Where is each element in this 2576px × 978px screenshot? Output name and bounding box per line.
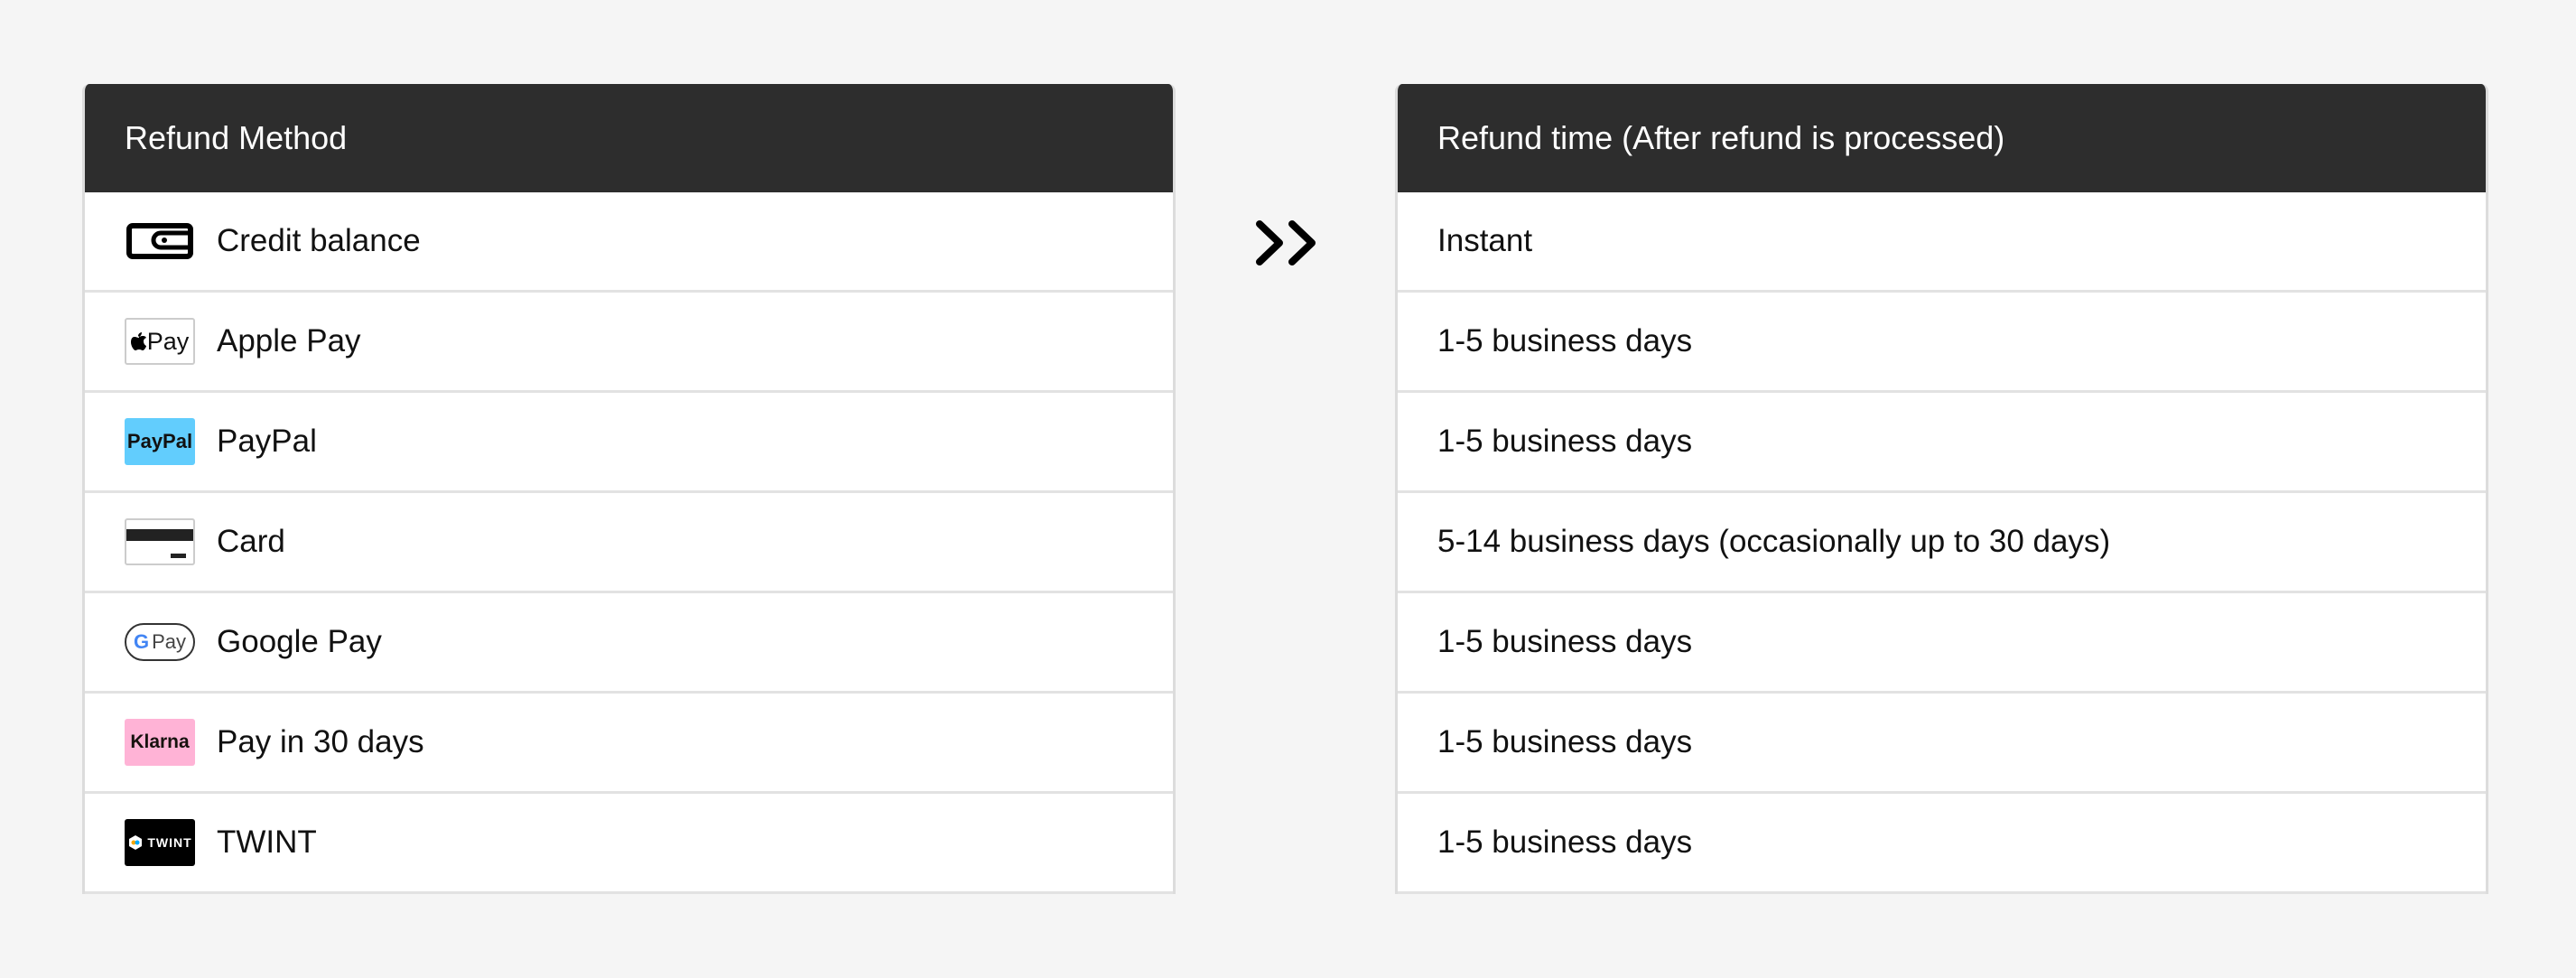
time-row: 1-5 business days <box>1398 794 2486 894</box>
method-label: Card <box>217 524 285 559</box>
refund-method-table: Refund Method Credit balance Pay Apple P… <box>82 84 1176 894</box>
refund-method-header: Refund Method <box>85 84 1173 192</box>
klarna-icon: Klarna <box>125 719 195 766</box>
method-row-paypal: PayPal PayPal <box>85 393 1173 493</box>
method-row-google-pay: G Pay Google Pay <box>85 593 1173 694</box>
card-icon <box>125 518 195 565</box>
method-label: Google Pay <box>217 624 382 659</box>
time-row: 1-5 business days <box>1398 393 2486 493</box>
time-row: 1-5 business days <box>1398 593 2486 694</box>
time-row: 1-5 business days <box>1398 293 2486 393</box>
time-row: 1-5 business days <box>1398 694 2486 794</box>
refund-time-header: Refund time (After refund is processed) <box>1398 84 2486 192</box>
paypal-icon: PayPal <box>125 418 195 465</box>
method-row-klarna: Klarna Pay in 30 days <box>85 694 1173 794</box>
method-label: TWINT <box>217 824 317 860</box>
time-row: Instant <box>1398 192 2486 293</box>
time-row: 5-14 business days (occasionally up to 3… <box>1398 493 2486 593</box>
twint-icon: TWINT <box>125 819 195 866</box>
google-pay-logo-text: Pay <box>152 630 187 653</box>
method-row-apple-pay: Pay Apple Pay <box>85 293 1173 393</box>
twint-logo-text: TWINT <box>147 835 192 850</box>
method-row-credit-balance: Credit balance <box>85 192 1173 293</box>
wallet-icon <box>125 218 195 265</box>
apple-pay-icon: Pay <box>125 318 195 365</box>
apple-pay-logo-text: Pay <box>146 327 190 355</box>
double-chevron-right-icon <box>1256 220 1316 265</box>
method-row-card: Card <box>85 493 1173 593</box>
refund-time-table: Refund time (After refund is processed) … <box>1395 84 2488 894</box>
google-pay-icon: G Pay <box>125 623 195 661</box>
method-label: Apple Pay <box>217 323 361 359</box>
method-label: Pay in 30 days <box>217 724 424 759</box>
method-label: PayPal <box>217 424 317 459</box>
method-label: Credit balance <box>217 223 421 258</box>
method-row-twint: TWINT TWINT <box>85 794 1173 894</box>
